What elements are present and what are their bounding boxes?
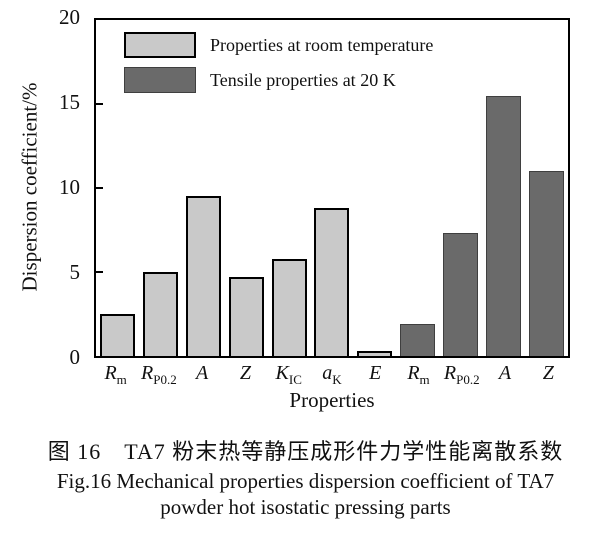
- legend-swatch-room-temperature: [124, 32, 196, 58]
- x-tick-label-E-s0: E: [369, 362, 382, 384]
- legend-label-20k: Tensile properties at 20 K: [210, 69, 396, 90]
- bar-RP0.2-s1: [443, 233, 479, 356]
- legend-item-20k: Tensile properties at 20 K: [124, 67, 433, 93]
- bar-slot: [396, 20, 439, 356]
- bar-RP0.2-s0: [142, 272, 178, 356]
- bar-E-s0: [357, 350, 393, 356]
- figure-caption: 图 16 TA7 粉末热等静压成形件力学性能离散系数 Fig.16 Mechan…: [0, 436, 611, 520]
- bar-slot: [268, 20, 311, 356]
- bar-Rm-s0: [99, 314, 135, 356]
- x-axis-title: Properties: [289, 388, 375, 412]
- legend-label-room-temperature: Properties at room temperature: [210, 34, 434, 55]
- bar-slot: [96, 20, 139, 356]
- legend-swatch-20k: [124, 67, 196, 93]
- x-tick-label-Z-s0: Z: [239, 362, 251, 384]
- x-tick-label-A-s0: A: [196, 362, 209, 384]
- x-tick-label-RP0.2-s0: RP0.2: [141, 362, 177, 387]
- x-tick-label-Rm-s0: Rm: [104, 362, 127, 387]
- y-tick-label-20: 20: [59, 5, 80, 29]
- y-tick-label-15: 15: [59, 90, 80, 114]
- x-axis-tick-labels: Rm RP0.2 A Z KIC aK E Rm RP0.2 A Z: [94, 362, 570, 388]
- bar-slot: [311, 20, 354, 356]
- y-tick-label-0: 0: [69, 345, 81, 369]
- y-tick-label-5: 5: [69, 260, 81, 284]
- bar-Z-s1: [529, 171, 565, 356]
- x-tick-label-KIC-s0: KIC: [275, 362, 302, 387]
- bar-slot: [525, 20, 568, 356]
- y-tick-label-10: 10: [59, 175, 80, 199]
- x-tick-label-aK-s0: aK: [322, 362, 342, 387]
- bar-slot: [139, 20, 182, 356]
- y-tick-mark-10: [96, 187, 103, 189]
- legend-item-room-temperature: Properties at room temperature: [124, 32, 433, 58]
- x-tick-label-RP0.2-s1: RP0.2: [443, 362, 480, 387]
- x-tick-label-Z-s1: Z: [542, 362, 554, 384]
- legend: Properties at room temperature Tensile p…: [124, 32, 433, 93]
- bar-A-s0: [185, 196, 221, 356]
- bar-Z-s0: [228, 277, 264, 356]
- x-tick-label-Rm-s1: Rm: [407, 362, 430, 387]
- bar-slot: [182, 20, 225, 356]
- x-tick-label-A-s1: A: [498, 362, 512, 384]
- bar-KIC-s0: [271, 258, 307, 356]
- figure-caption-english-line2: powder hot isostatic pressing parts: [160, 495, 451, 519]
- bar-aK-s0: [314, 208, 350, 356]
- bar-slot: [482, 20, 525, 356]
- bar-group: [96, 20, 568, 356]
- figure-caption-chinese: 图 16 TA7 粉末热等静压成形件力学性能离散系数: [47, 439, 564, 464]
- bar-slot: [439, 20, 482, 356]
- bar-slot: [353, 20, 396, 356]
- plot-area: Properties at room temperature Tensile p…: [94, 18, 570, 358]
- y-tick-mark-15: [96, 103, 103, 105]
- bar-A-s1: [486, 95, 522, 356]
- y-axis-tick-labels: 0 5 10 15 20: [0, 5, 88, 369]
- bar-Rm-s1: [400, 324, 436, 356]
- y-tick-mark-5: [96, 271, 103, 273]
- figure-caption-english-line1: Fig.16 Mechanical properties dispersion …: [56, 469, 555, 493]
- bar-slot: [225, 20, 268, 356]
